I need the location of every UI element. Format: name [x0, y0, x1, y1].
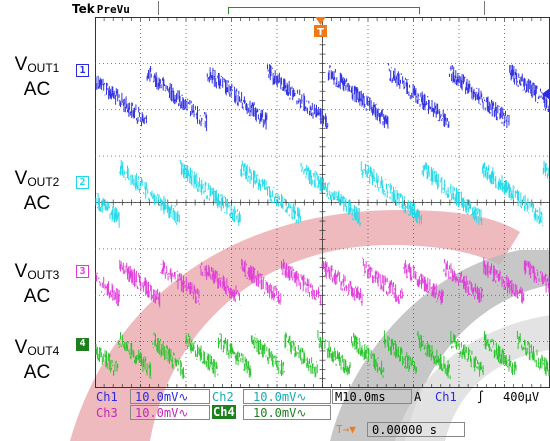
- brand-label: Tek: [72, 2, 95, 16]
- ch2-scale-box: [243, 389, 331, 404]
- channel-label-3: VOUT3 AC: [14, 261, 60, 307]
- ch2-scale: 10.0mV∿: [253, 390, 307, 404]
- mode-label: PreVu: [96, 3, 130, 16]
- trace-ch1: [95, 63, 550, 132]
- header-separator: [158, 1, 159, 15]
- trigger-source[interactable]: Ch1: [435, 390, 457, 404]
- ch2-readout[interactable]: Ch2: [212, 390, 234, 404]
- trigger-slope: ∫: [477, 390, 485, 404]
- ch4-scale: 10.0mV∿: [253, 406, 307, 420]
- timebase-readout[interactable]: M10.0ms: [335, 390, 386, 404]
- record-window-bar: [228, 7, 420, 14]
- trace-ch4: [95, 330, 550, 380]
- trigger-level-marker[interactable]: [542, 88, 550, 100]
- ch3-readout[interactable]: Ch3: [96, 406, 118, 420]
- ch3-scale: 10.0mV∿: [135, 406, 189, 420]
- ch1-readout[interactable]: Ch1: [96, 390, 118, 404]
- ch3-scale-box: [130, 405, 210, 420]
- position-box: [367, 422, 465, 437]
- trace-ch2: [95, 159, 550, 228]
- ch2-marker[interactable]: 2: [76, 176, 89, 189]
- channel-label-1: VOUT1 AC: [14, 54, 60, 100]
- ch3-marker[interactable]: 3: [76, 265, 89, 278]
- ch1-scale-box: [130, 389, 210, 404]
- channel-label-4: VOUT4 AC: [14, 337, 60, 383]
- channel-label-2: VOUT2 AC: [14, 168, 60, 214]
- trigger-position-marker[interactable]: T: [314, 17, 327, 38]
- ch1-marker[interactable]: 1: [76, 64, 89, 77]
- horizontal-position[interactable]: 0.00000 s: [372, 423, 438, 437]
- ch1-scale: 10.0mV∿: [135, 390, 189, 404]
- header-separator: [484, 1, 485, 15]
- timebase-box: [332, 389, 412, 404]
- trigger-glyph: T: [317, 27, 324, 38]
- trigger-level: 400µV: [503, 390, 540, 404]
- ch4-marker[interactable]: 4: [76, 338, 89, 351]
- ch4-scale-box: [243, 405, 331, 420]
- oscilloscope-graticule: T: [95, 17, 550, 388]
- horizontal-position-icon: T→▼: [336, 423, 356, 436]
- scope-brand: Tek PreVu: [72, 2, 130, 16]
- ch4-readout[interactable]: Ch4: [212, 405, 236, 419]
- acquisition-mode: A: [414, 390, 422, 404]
- trace-ch3: [95, 257, 550, 308]
